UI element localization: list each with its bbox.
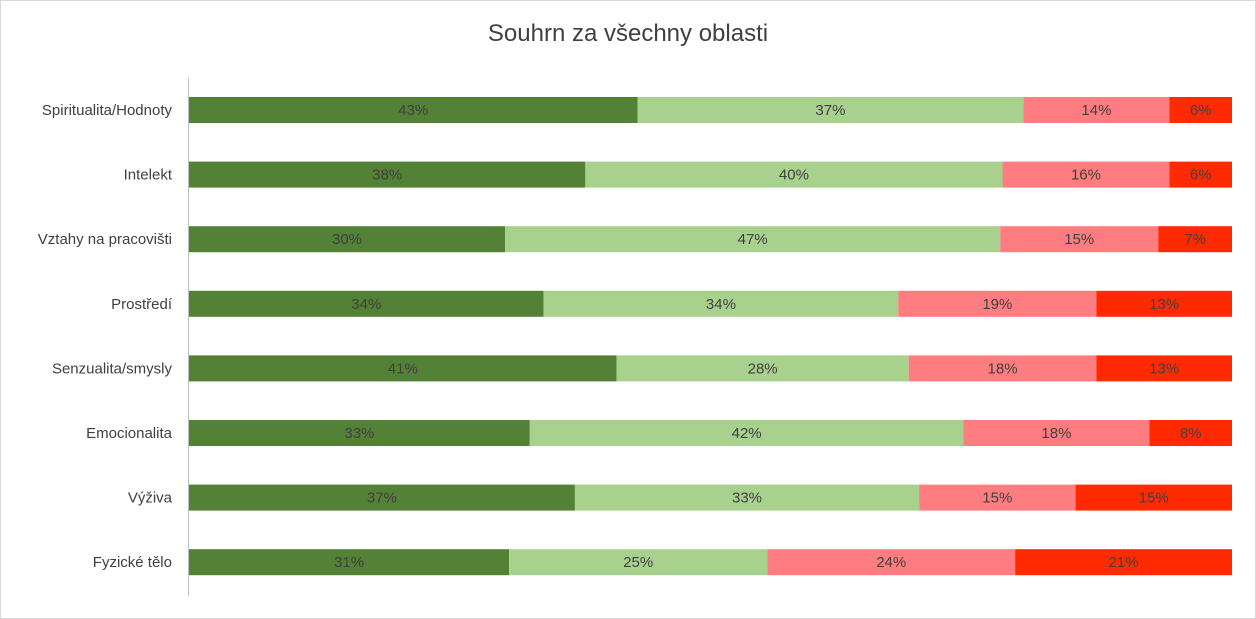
- bar-segment: [1096, 290, 1232, 317]
- bar-segment: [189, 355, 617, 382]
- data-label: 30%: [332, 231, 362, 248]
- data-label: 18%: [988, 360, 1018, 377]
- bar-segment: [1023, 97, 1170, 123]
- data-label: 6%: [1190, 102, 1212, 119]
- category-label: Spiritualita/Hodnoty: [42, 102, 173, 119]
- bar-segment: [637, 97, 1024, 123]
- data-label: 28%: [748, 360, 778, 377]
- bar-segment: [1015, 549, 1232, 576]
- data-label: 33%: [344, 425, 374, 442]
- data-label: 13%: [1149, 360, 1179, 377]
- data-label: 33%: [732, 490, 762, 507]
- bar-segment: [509, 549, 768, 576]
- data-label: 34%: [706, 296, 736, 313]
- data-label: 8%: [1180, 425, 1202, 442]
- data-label: 37%: [815, 102, 845, 119]
- bar-segment: [1000, 226, 1159, 253]
- category-label: Senzualita/smysly: [52, 360, 173, 377]
- data-label: 31%: [334, 554, 364, 571]
- category-label: Intelekt: [124, 167, 173, 184]
- data-label: 43%: [398, 102, 428, 119]
- bar-segment: [1158, 226, 1232, 253]
- bar-segment: [908, 355, 1097, 382]
- bar-segment: [543, 290, 899, 317]
- bar-segment: [963, 420, 1150, 446]
- category-label: Emocionalita: [86, 425, 173, 442]
- bar-segment: [1075, 484, 1232, 511]
- bar-segment: [1149, 420, 1232, 446]
- data-label: 47%: [738, 231, 768, 248]
- data-label: 37%: [367, 490, 397, 507]
- bar-segment: [767, 549, 1016, 576]
- bar-segment: [189, 97, 638, 123]
- bar-segment: [505, 226, 1001, 253]
- data-label: 38%: [372, 167, 402, 184]
- bar-segment: [616, 355, 909, 382]
- category-label: Vztahy na pracovišti: [38, 231, 172, 248]
- bar-segment: [189, 484, 575, 511]
- data-label: 15%: [982, 490, 1012, 507]
- bar-segment: [585, 161, 1003, 188]
- data-label: 15%: [1064, 231, 1094, 248]
- data-label: 25%: [623, 554, 653, 571]
- chart-title: Souhrn za všechny oblasti: [487, 20, 769, 47]
- bar-segment: [898, 290, 1097, 317]
- bar-segment: [1002, 161, 1170, 188]
- bar-segment: [529, 420, 964, 446]
- category-label: Prostředí: [111, 296, 173, 313]
- bar-segment: [1096, 355, 1232, 382]
- category-label: Výživa: [128, 490, 173, 507]
- data-label: 41%: [388, 360, 418, 377]
- data-label: 40%: [779, 167, 809, 184]
- data-label: 13%: [1149, 296, 1179, 313]
- data-label: 42%: [732, 425, 762, 442]
- data-label: 14%: [1081, 102, 1111, 119]
- bar-segment: [189, 420, 530, 446]
- category-label: Fyzické tělo: [93, 554, 172, 571]
- bar-segment: [189, 549, 510, 576]
- data-label: 15%: [1139, 490, 1169, 507]
- bar-segment: [574, 484, 920, 511]
- data-label: 16%: [1071, 167, 1101, 184]
- data-label: 24%: [876, 554, 906, 571]
- bar-segment: [919, 484, 1076, 511]
- data-label: 34%: [351, 296, 381, 313]
- data-label: 18%: [1041, 425, 1071, 442]
- bar-segment: [189, 226, 506, 253]
- data-label: 7%: [1184, 231, 1206, 248]
- bar-segment: [1169, 97, 1232, 123]
- bar-segment: [1169, 161, 1232, 188]
- data-label: 21%: [1109, 554, 1139, 571]
- bar-segment: [189, 161, 586, 188]
- data-label: 19%: [982, 296, 1012, 313]
- bar-segment: [189, 290, 544, 317]
- data-label: 6%: [1190, 167, 1212, 184]
